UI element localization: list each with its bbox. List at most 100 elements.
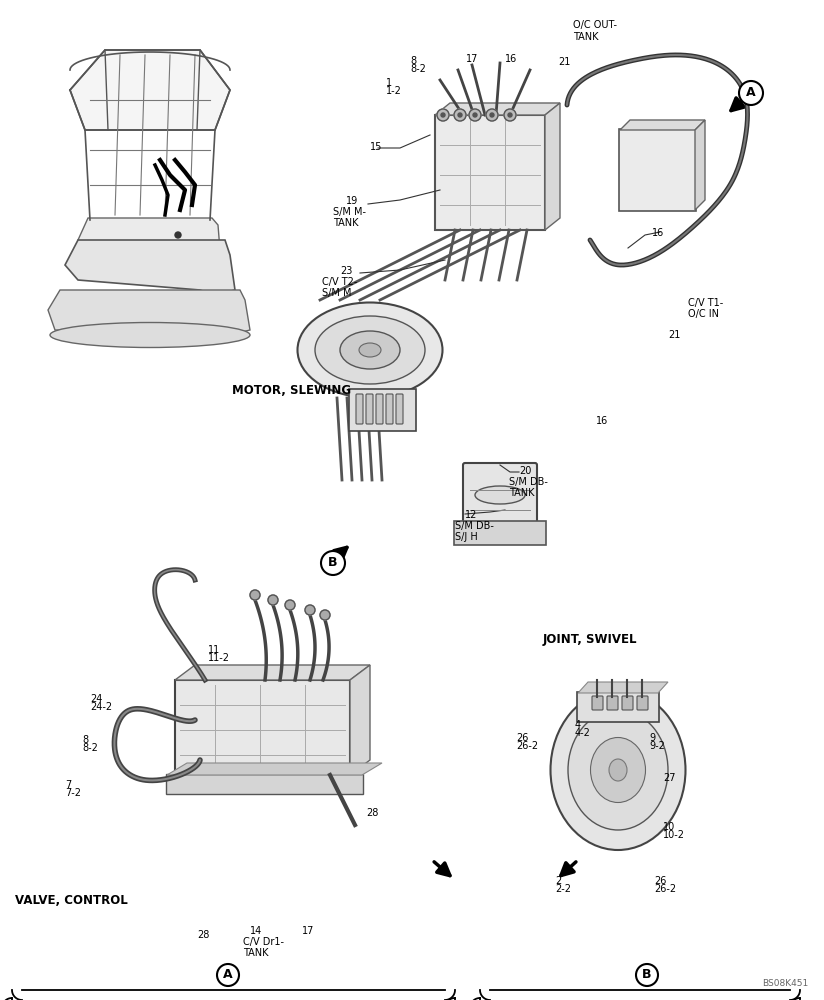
Polygon shape <box>545 103 560 230</box>
Circle shape <box>437 109 449 121</box>
FancyBboxPatch shape <box>349 389 416 431</box>
Ellipse shape <box>50 322 250 348</box>
Polygon shape <box>435 103 560 115</box>
Ellipse shape <box>475 486 525 504</box>
Circle shape <box>268 595 278 605</box>
FancyBboxPatch shape <box>619 129 696 211</box>
Text: 26-2: 26-2 <box>654 884 677 894</box>
Text: 4-2: 4-2 <box>575 728 591 738</box>
Text: 21: 21 <box>668 330 681 340</box>
Polygon shape <box>78 218 220 260</box>
Polygon shape <box>620 120 705 130</box>
Text: 20: 20 <box>519 466 531 476</box>
Text: 14: 14 <box>250 926 262 936</box>
Circle shape <box>504 109 516 121</box>
Polygon shape <box>578 682 668 693</box>
FancyBboxPatch shape <box>166 774 363 794</box>
Text: B: B <box>642 968 652 982</box>
Text: 11-2: 11-2 <box>208 653 230 663</box>
Text: 2-2: 2-2 <box>555 884 571 894</box>
Text: O/C IN: O/C IN <box>688 309 719 319</box>
Circle shape <box>285 600 295 610</box>
Circle shape <box>508 113 512 117</box>
Text: JOINT, SWIVEL: JOINT, SWIVEL <box>543 634 638 647</box>
FancyBboxPatch shape <box>175 680 350 775</box>
Text: 24-2: 24-2 <box>90 702 112 712</box>
FancyBboxPatch shape <box>454 521 546 545</box>
FancyBboxPatch shape <box>622 696 633 710</box>
Text: 17: 17 <box>302 926 315 936</box>
FancyBboxPatch shape <box>577 692 659 722</box>
Text: A: A <box>747 87 756 100</box>
Circle shape <box>175 232 181 238</box>
Text: 7: 7 <box>65 780 71 790</box>
Ellipse shape <box>359 343 381 357</box>
Circle shape <box>454 109 466 121</box>
Polygon shape <box>695 120 705 210</box>
Ellipse shape <box>550 690 686 850</box>
Text: 23: 23 <box>340 266 353 276</box>
Text: 8-2: 8-2 <box>410 64 426 74</box>
Text: BS08K451: BS08K451 <box>761 979 808 988</box>
Text: C/V Dr1-: C/V Dr1- <box>243 937 284 947</box>
Text: S/J H: S/J H <box>455 532 478 542</box>
Circle shape <box>305 605 315 615</box>
Text: 26: 26 <box>654 876 667 886</box>
Text: MOTOR, SLEWING: MOTOR, SLEWING <box>232 383 351 396</box>
Ellipse shape <box>297 302 442 397</box>
Text: 27: 27 <box>663 773 676 783</box>
Polygon shape <box>65 240 235 295</box>
Text: 8: 8 <box>82 735 88 745</box>
Circle shape <box>469 109 481 121</box>
Text: 17: 17 <box>466 54 479 64</box>
Circle shape <box>217 964 239 986</box>
Text: 10-2: 10-2 <box>663 830 685 840</box>
Text: 9-2: 9-2 <box>649 741 665 751</box>
Text: 10: 10 <box>663 822 675 832</box>
Circle shape <box>636 964 658 986</box>
FancyBboxPatch shape <box>637 696 648 710</box>
Text: 11: 11 <box>208 645 220 655</box>
Text: 16: 16 <box>596 416 608 426</box>
FancyBboxPatch shape <box>592 696 603 710</box>
Text: B: B <box>328 556 338 570</box>
Text: S/M M-: S/M M- <box>333 207 366 217</box>
Ellipse shape <box>609 759 627 781</box>
FancyBboxPatch shape <box>386 394 393 424</box>
FancyBboxPatch shape <box>435 115 545 230</box>
Text: 15: 15 <box>370 142 382 152</box>
Text: TANK: TANK <box>509 488 535 498</box>
Text: 16: 16 <box>652 228 664 238</box>
FancyBboxPatch shape <box>376 394 383 424</box>
Text: TANK: TANK <box>573 32 598 42</box>
Text: 16: 16 <box>505 54 517 64</box>
Text: 28: 28 <box>197 930 209 940</box>
Text: 21: 21 <box>558 57 570 67</box>
Text: 12: 12 <box>465 510 477 520</box>
Text: C/V T1-: C/V T1- <box>688 298 723 308</box>
Text: C/V T2-: C/V T2- <box>322 277 358 287</box>
Ellipse shape <box>568 710 668 830</box>
Text: 7-2: 7-2 <box>65 788 81 798</box>
Ellipse shape <box>340 331 400 369</box>
Text: 19: 19 <box>346 196 358 206</box>
Polygon shape <box>350 665 370 775</box>
Circle shape <box>739 81 763 105</box>
Text: TANK: TANK <box>243 948 269 958</box>
Circle shape <box>441 113 445 117</box>
Text: 8: 8 <box>410 56 416 66</box>
Polygon shape <box>48 290 250 335</box>
Circle shape <box>490 113 494 117</box>
Circle shape <box>486 109 498 121</box>
Text: 26: 26 <box>516 733 528 743</box>
Ellipse shape <box>591 738 645 802</box>
Ellipse shape <box>315 316 425 384</box>
Text: S/M M: S/M M <box>322 288 352 298</box>
Circle shape <box>320 610 330 620</box>
Circle shape <box>458 113 462 117</box>
Text: 8-2: 8-2 <box>82 743 98 753</box>
Text: 9: 9 <box>649 733 655 743</box>
Text: 1-2: 1-2 <box>386 86 402 96</box>
Text: VALVE, CONTROL: VALVE, CONTROL <box>15 894 128 906</box>
FancyBboxPatch shape <box>607 696 618 710</box>
